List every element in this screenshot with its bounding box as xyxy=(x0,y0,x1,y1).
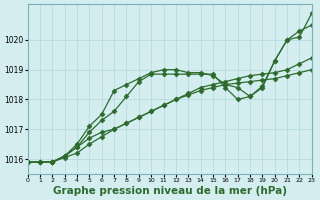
X-axis label: Graphe pression niveau de la mer (hPa): Graphe pression niveau de la mer (hPa) xyxy=(53,186,287,196)
